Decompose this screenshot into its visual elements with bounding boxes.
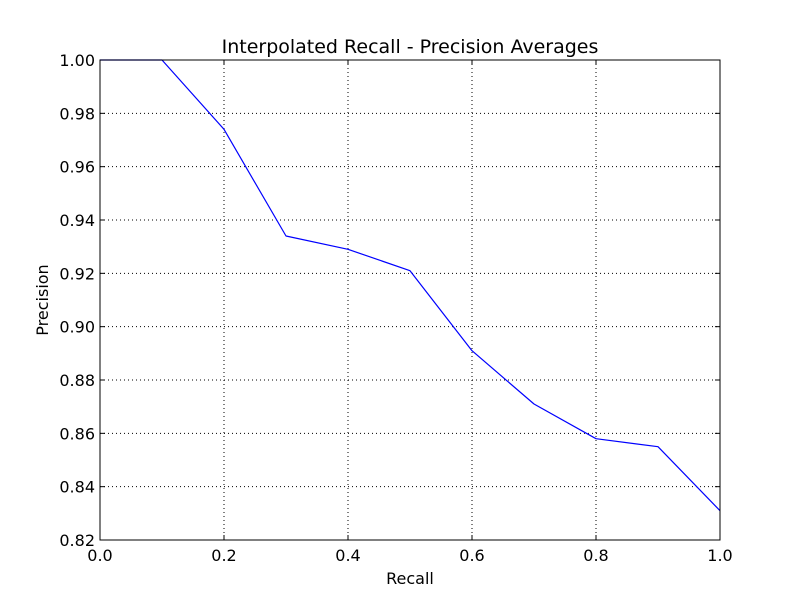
x-tick-label: 0.4 (335, 546, 360, 565)
y-axis-title: Precision (33, 264, 52, 335)
x-tick-labels: 0.0 0.2 0.4 0.6 0.8 1.0 (87, 546, 732, 565)
y-tick-label: 1.00 (59, 51, 95, 70)
x-tick-label: 0.0 (87, 546, 112, 565)
plot-frame (99, 59, 721, 541)
y-tick-label: 0.88 (59, 371, 95, 390)
y-tick-label: 0.98 (59, 104, 95, 123)
y-tick-label: 0.96 (59, 158, 95, 177)
grid-lines (100, 60, 720, 540)
y-tick-labels: 0.82 0.84 0.86 0.88 0.90 0.92 0.94 0.96 0.98 1.00 (59, 51, 95, 550)
x-tick-label: 0.6 (459, 546, 484, 565)
y-tick-label: 0.84 (59, 478, 95, 497)
x-tick-label: 1.0 (707, 546, 732, 565)
y-tick-label: 0.94 (59, 211, 95, 230)
y-tick-label: 0.90 (59, 318, 95, 337)
axis-ticks (99, 59, 721, 541)
x-tick-label: 0.8 (583, 546, 608, 565)
y-tick-label: 0.86 (59, 424, 95, 443)
y-tick-label: 0.82 (59, 531, 95, 550)
x-tick-label: 0.2 (211, 546, 236, 565)
series-layer (100, 59, 721, 512)
y-tick-label: 0.92 (59, 264, 95, 283)
series-line (100, 59, 721, 512)
x-axis-title: Recall (386, 569, 434, 588)
chart-title: Interpolated Recall - Precision Averages (222, 36, 599, 58)
